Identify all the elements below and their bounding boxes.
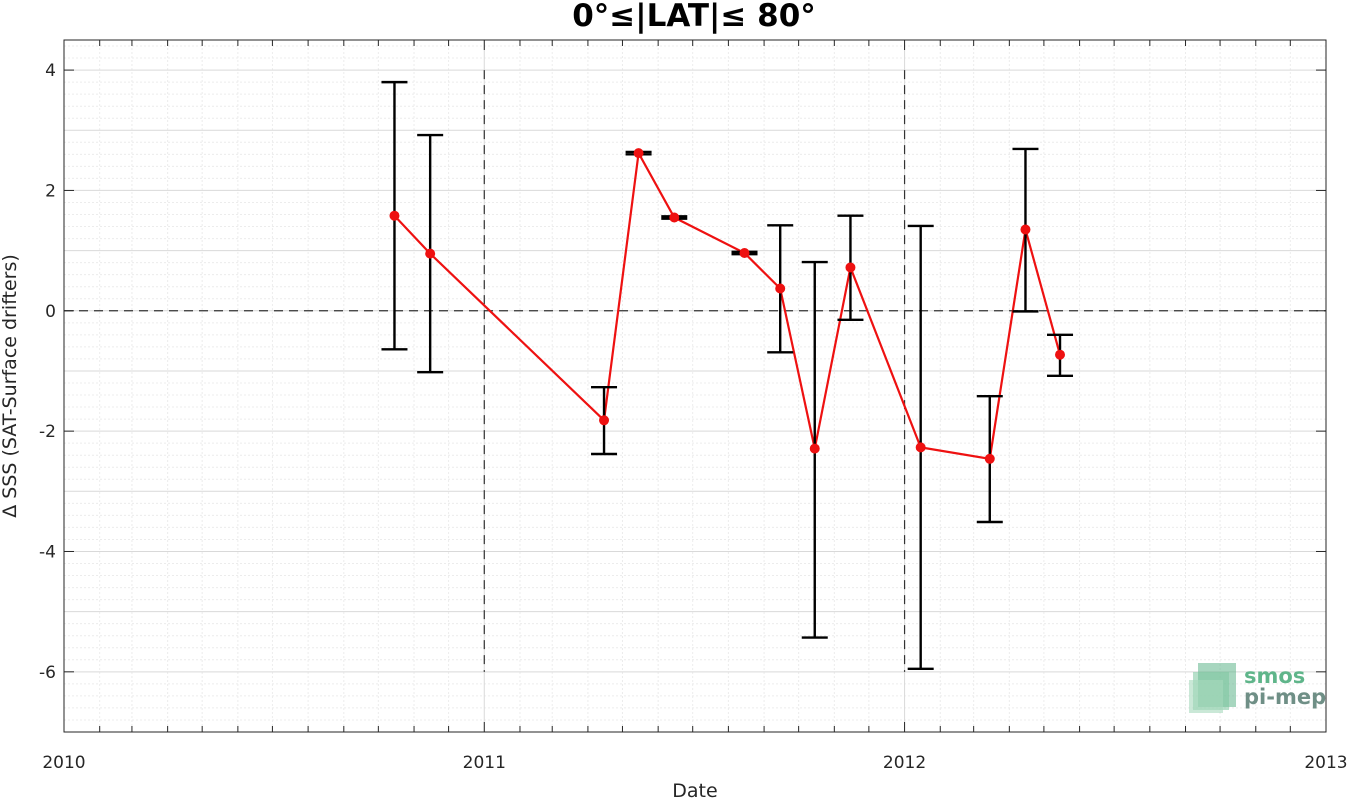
data-point xyxy=(915,442,926,453)
y-tick-label: 4 xyxy=(45,61,56,81)
data-point xyxy=(739,248,750,259)
y-axis-title: Δ SSS (SAT-Surface drifters) xyxy=(0,254,21,518)
data-point xyxy=(775,283,786,294)
data-point xyxy=(633,148,644,159)
data-point xyxy=(809,443,820,454)
grid-minor xyxy=(64,40,1326,732)
x-tick-label: 2010 xyxy=(42,753,85,773)
grid-major xyxy=(63,40,1327,733)
error-bars xyxy=(381,80,1074,671)
data-point xyxy=(599,415,610,426)
x-tick-label: 2011 xyxy=(463,753,506,773)
data-point xyxy=(1055,349,1066,360)
data-point xyxy=(425,248,436,259)
series-line xyxy=(393,149,1062,461)
y-tick-label: -6 xyxy=(39,663,56,683)
data-point xyxy=(845,262,856,273)
logo-mark-icon xyxy=(1189,663,1236,713)
reference-lines xyxy=(64,70,1326,672)
x-tick-label: 2012 xyxy=(883,753,926,773)
y-tick-label: 2 xyxy=(45,181,56,201)
y-tick-label: -4 xyxy=(39,542,56,562)
data-points xyxy=(389,148,1066,464)
y-tick-label: 0 xyxy=(45,302,56,322)
data-point xyxy=(669,212,680,223)
x-axis-title: Date xyxy=(672,780,717,799)
data-point xyxy=(984,453,995,464)
logo-text-pimep: pi-mep xyxy=(1244,685,1326,709)
plot-area-border xyxy=(63,39,1327,733)
data-point xyxy=(389,210,400,221)
y-tick-label: -2 xyxy=(39,422,56,442)
data-point xyxy=(1020,224,1031,235)
chart-title: 0°≤|LAT|≤ 80° xyxy=(572,0,816,34)
logo-text-smos: smos xyxy=(1244,664,1305,688)
smos-pimep-logo: smos pi-mep xyxy=(1189,663,1326,713)
x-ticks: 2010 2011 2012 2013 xyxy=(42,40,1348,773)
y-ticks: 4 2 0 -2 -4 -6 xyxy=(39,61,1326,683)
x-tick-label: 2013 xyxy=(1304,753,1347,773)
series-line-path xyxy=(393,149,1062,461)
